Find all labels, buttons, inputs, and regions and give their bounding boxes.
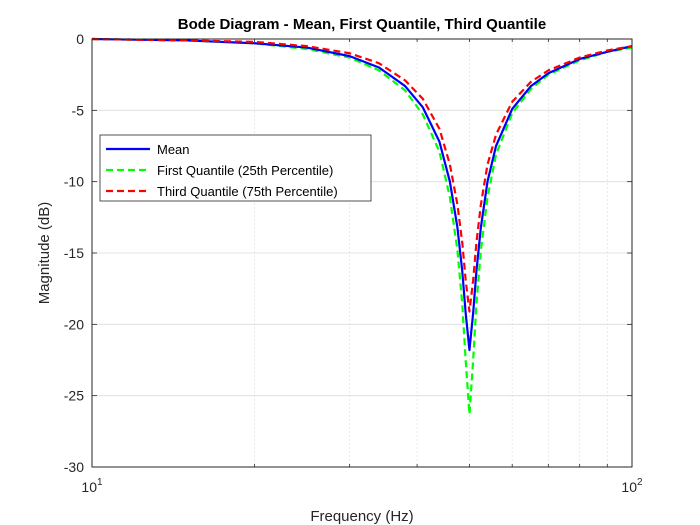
- x-tick-label: 102: [621, 477, 643, 495]
- y-tick-label: -10: [64, 174, 84, 190]
- legend-label: Third Quantile (75th Percentile): [157, 184, 338, 199]
- chart-title: Bode Diagram - Mean, First Quantile, Thi…: [178, 16, 546, 33]
- y-tick-label: 0: [76, 31, 84, 47]
- y-axis-label: Magnitude (dB): [36, 202, 53, 305]
- series-line: [91, 37, 633, 313]
- tick-marks: [91, 38, 633, 468]
- series-line: [91, 37, 633, 352]
- x-tick-labels: 101 102: [81, 477, 643, 495]
- y-tick-label: -20: [64, 316, 84, 332]
- x-axis-label: Frequency (Hz): [310, 508, 413, 525]
- y-tick-label: -25: [64, 388, 84, 404]
- legend: Mean First Quantile (25th Percentile) Thir…: [99, 134, 372, 202]
- x-tick-label: 101: [81, 477, 103, 495]
- legend-label: First Quantile (25th Percentile): [157, 163, 333, 178]
- series-line: [91, 37, 633, 416]
- y-tick-label: -15: [64, 245, 84, 261]
- legend-label: Mean: [157, 142, 190, 157]
- y-tick-label: -30: [64, 459, 84, 475]
- y-tick-label: -5: [72, 102, 85, 118]
- plot-area: [91, 37, 633, 468]
- series-layer: [91, 37, 633, 416]
- legend-entries: Mean First Quantile (25th Percentile) Thir…: [106, 142, 338, 199]
- y-tick-labels: 0 -5 -10 -15 -20 -25 -30: [64, 31, 84, 475]
